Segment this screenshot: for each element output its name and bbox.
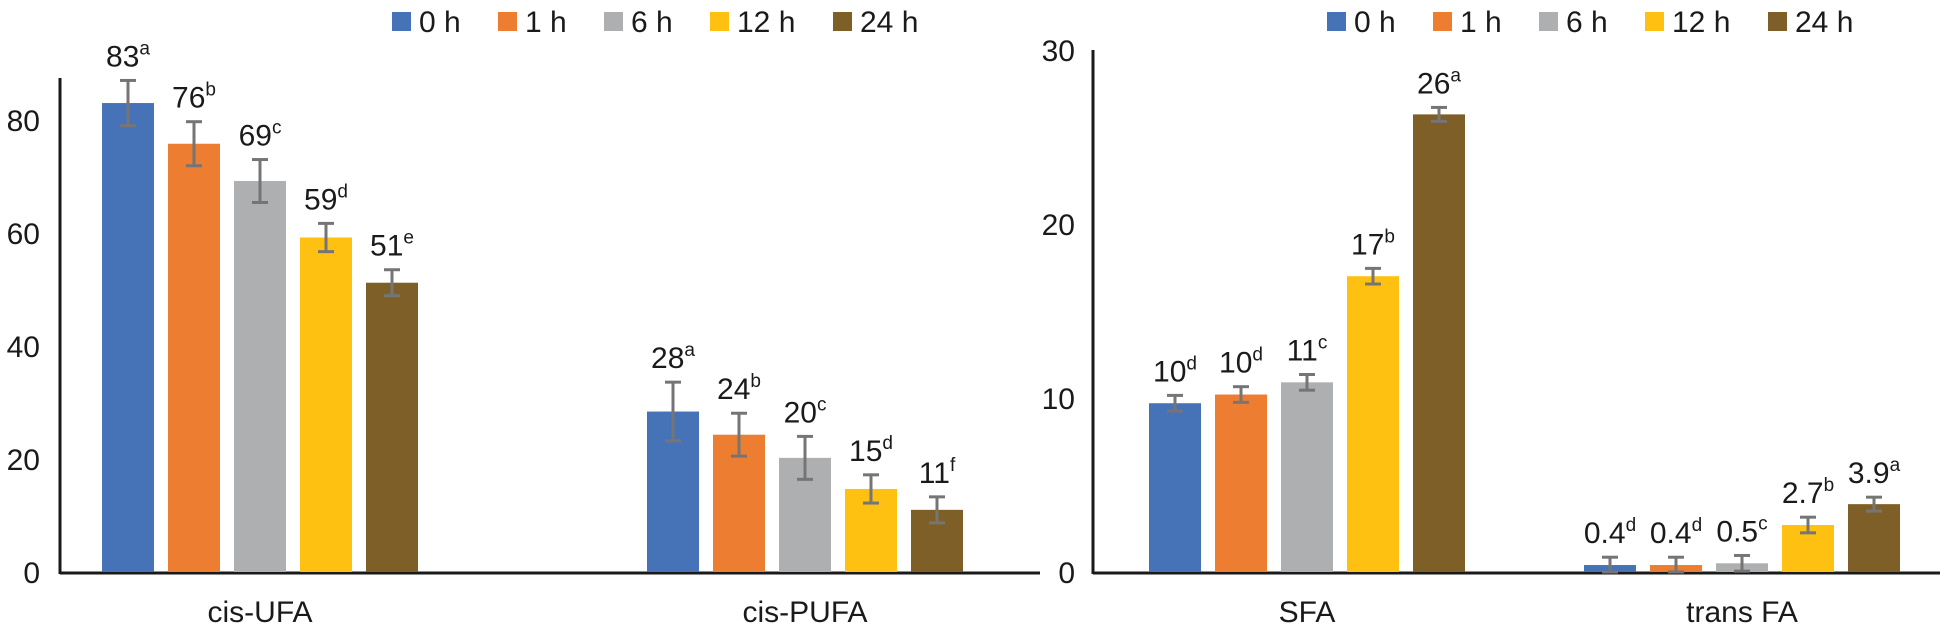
legend-item: 0 h [1327, 6, 1396, 39]
error-bar [665, 380, 681, 443]
legend-label: 12 h [737, 6, 795, 39]
error-bar [731, 411, 747, 458]
bar-6h-SFA [1281, 382, 1333, 572]
legend-item: 12 h [710, 6, 795, 39]
y-tick-label: 0 [23, 557, 40, 590]
legend: 0 h 1 h 6 h 12 h 24 h [1327, 6, 1853, 39]
error-bar [1365, 266, 1381, 286]
data-label: 3.9a [1848, 455, 1901, 490]
error-bar [1734, 553, 1750, 573]
y-tick-label: 30 [1042, 35, 1075, 68]
data-label: 76b [172, 80, 216, 115]
legend-swatch [833, 12, 852, 31]
legend-swatch [498, 12, 517, 31]
x-category-label: cis-UFA [208, 596, 313, 629]
legend-swatch [1433, 12, 1452, 31]
data-label: 11c [1287, 333, 1328, 368]
data-label: 26a [1417, 65, 1461, 100]
bar-0h-SFA [1149, 403, 1201, 572]
error-bar [318, 221, 334, 254]
data-label: 11f [919, 455, 956, 490]
legend-swatch [1539, 12, 1558, 31]
legend-swatch [392, 12, 411, 31]
chart-1: 0 20 40 60 80 cis-UFA cis-PUFA 83a 28a 76b 24b 69c 2… [7, 6, 1040, 629]
y-tick-label: 0 [1058, 557, 1075, 590]
bar-12h-SFA [1347, 276, 1399, 572]
error-bar [1167, 393, 1183, 413]
bar-1h-cis-UFA [168, 143, 220, 573]
legend-swatch [1768, 12, 1787, 31]
error-bar [1233, 385, 1249, 404]
data-label: 17b [1351, 226, 1395, 261]
legend-label: 0 h [1354, 6, 1396, 39]
error-bar [186, 120, 202, 168]
legend-item: 6 h [604, 6, 673, 39]
bar-24h-SFA [1413, 114, 1465, 572]
legend-item: 24 h [1768, 6, 1853, 39]
legend-item: 12 h [1645, 6, 1730, 39]
y-tick-label: 20 [1042, 209, 1075, 242]
legend: 0 h 1 h 6 h 12 h 24 h [392, 6, 918, 39]
data-label: 0.4d [1584, 515, 1636, 550]
error-bar [384, 268, 400, 298]
data-label: 69c [239, 118, 282, 153]
error-bar [1866, 495, 1882, 513]
data-label: 83a [106, 38, 150, 73]
error-bar [797, 434, 813, 481]
legend-label: 24 h [1795, 6, 1853, 39]
data-label: 10d [1219, 345, 1263, 380]
legend-swatch [1645, 12, 1664, 31]
data-label: 10d [1153, 353, 1197, 388]
data-label: 0.5c [1716, 513, 1767, 548]
y-tick-label: 20 [7, 444, 40, 477]
bar-12h-cis-UFA [300, 237, 352, 572]
legend-label: 1 h [1460, 6, 1502, 39]
legend-item: 1 h [498, 6, 567, 39]
y-tick-label: 60 [7, 218, 40, 251]
legend-label: 1 h [525, 6, 567, 39]
error-bar [1431, 105, 1447, 123]
bar-24h-trans-FA [1848, 504, 1900, 572]
legend-item: 1 h [1433, 6, 1502, 39]
legend-item: 0 h [392, 6, 461, 39]
x-category-label: SFA [1279, 596, 1336, 629]
y-tick-label: 40 [7, 331, 40, 364]
legend-label: 0 h [419, 6, 461, 39]
data-label: 20c [784, 394, 827, 429]
legend-swatch [604, 12, 623, 31]
legend-label: 6 h [1566, 6, 1608, 39]
legend-label: 6 h [631, 6, 673, 39]
error-bar [120, 78, 136, 128]
error-bar [1602, 555, 1618, 574]
bar-6h-cis-UFA [234, 181, 286, 572]
bar-0h-cis-UFA [102, 103, 154, 573]
bar-1h-SFA [1215, 394, 1267, 572]
error-bar [929, 495, 945, 525]
x-category-label: trans FA [1686, 596, 1798, 629]
data-label: 15d [849, 433, 893, 468]
y-tick-label: 80 [7, 105, 40, 138]
data-label: 28a [651, 340, 695, 375]
legend-label: 12 h [1672, 6, 1730, 39]
legend-swatch [710, 12, 729, 31]
error-bar [1668, 555, 1684, 574]
legend-swatch [1327, 12, 1346, 31]
legend-item: 6 h [1539, 6, 1608, 39]
chart-2: 0 10 20 30 SFA trans FA 10d 0.4d 10d 0.4d 11c 0.5c 1… [1042, 6, 1940, 629]
bar-24h-cis-UFA [366, 282, 418, 572]
error-bar [863, 473, 879, 505]
error-bar [1299, 373, 1315, 392]
error-bar [1800, 515, 1816, 535]
legend-label: 24 h [860, 6, 918, 39]
data-label: 51e [370, 228, 414, 263]
data-label: 0.4d [1650, 515, 1702, 550]
data-label: 2.7b [1782, 475, 1834, 510]
error-bar [252, 158, 268, 204]
data-label: 59d [304, 181, 348, 216]
y-tick-label: 10 [1042, 383, 1075, 416]
legend-item: 24 h [833, 6, 918, 39]
x-category-label: cis-PUFA [742, 596, 867, 629]
data-label: 24b [717, 371, 761, 406]
